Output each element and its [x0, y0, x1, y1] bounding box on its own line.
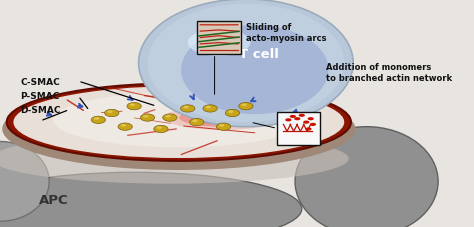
- Circle shape: [241, 104, 247, 107]
- Text: C-SMAC: C-SMAC: [20, 77, 60, 86]
- Ellipse shape: [147, 5, 344, 123]
- Circle shape: [183, 106, 189, 109]
- Circle shape: [118, 123, 132, 131]
- Circle shape: [121, 124, 126, 127]
- Circle shape: [294, 118, 301, 121]
- Circle shape: [308, 118, 314, 121]
- Ellipse shape: [204, 114, 243, 122]
- Circle shape: [105, 110, 119, 117]
- Ellipse shape: [0, 134, 349, 184]
- Ellipse shape: [181, 26, 328, 115]
- Circle shape: [163, 114, 177, 122]
- Circle shape: [94, 118, 99, 120]
- Circle shape: [219, 124, 224, 127]
- Circle shape: [303, 121, 310, 124]
- Circle shape: [239, 103, 253, 110]
- Circle shape: [156, 127, 162, 129]
- Text: D-SMAC: D-SMAC: [20, 106, 61, 115]
- Ellipse shape: [13, 87, 344, 158]
- Ellipse shape: [0, 142, 49, 221]
- Ellipse shape: [164, 106, 283, 130]
- Circle shape: [154, 126, 168, 133]
- Text: Addition of monomers
to branched actin network: Addition of monomers to branched actin n…: [327, 63, 453, 83]
- Circle shape: [206, 106, 211, 109]
- Circle shape: [299, 114, 305, 117]
- Circle shape: [192, 120, 198, 123]
- Ellipse shape: [138, 0, 353, 127]
- Text: APC: APC: [39, 193, 68, 206]
- Circle shape: [225, 110, 240, 117]
- Circle shape: [91, 117, 106, 124]
- Circle shape: [228, 111, 233, 114]
- Circle shape: [165, 115, 171, 118]
- Circle shape: [285, 119, 292, 122]
- Bar: [277, 112, 319, 145]
- Circle shape: [216, 123, 231, 131]
- Ellipse shape: [179, 109, 268, 127]
- Circle shape: [190, 119, 204, 126]
- Circle shape: [305, 128, 311, 131]
- Text: P-SMAC: P-SMAC: [20, 92, 60, 101]
- Ellipse shape: [295, 127, 438, 227]
- Circle shape: [143, 115, 148, 118]
- Ellipse shape: [188, 30, 250, 57]
- Ellipse shape: [2, 89, 356, 170]
- Circle shape: [290, 115, 296, 118]
- Circle shape: [310, 123, 316, 126]
- Circle shape: [181, 105, 195, 113]
- Ellipse shape: [53, 93, 305, 148]
- Circle shape: [130, 104, 135, 107]
- Circle shape: [203, 105, 217, 113]
- Ellipse shape: [7, 84, 351, 161]
- Text: T cell: T cell: [239, 48, 279, 61]
- Text: Sliding of
acto-myosin arcs: Sliding of acto-myosin arcs: [246, 23, 327, 43]
- Ellipse shape: [191, 111, 255, 125]
- Circle shape: [127, 103, 141, 110]
- Bar: [197, 22, 241, 54]
- Circle shape: [140, 114, 155, 122]
- Circle shape: [107, 111, 113, 114]
- Ellipse shape: [0, 173, 302, 227]
